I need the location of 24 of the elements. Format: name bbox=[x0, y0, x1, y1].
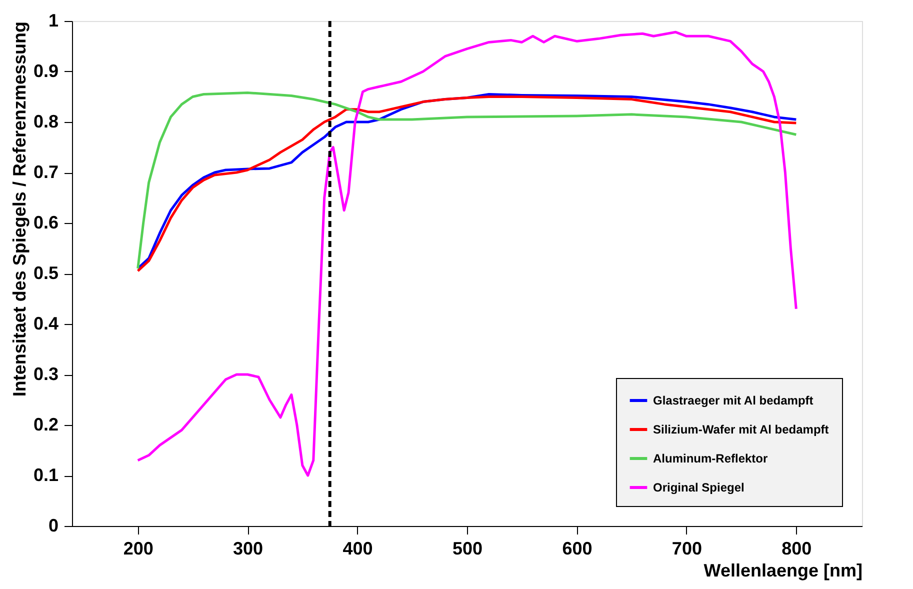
x-tick-label: 400 bbox=[342, 538, 373, 558]
legend-label: Aluminum-Reflektor bbox=[653, 452, 768, 466]
x-tick-label: 500 bbox=[452, 538, 483, 558]
y-tick-label: 0.1 bbox=[33, 465, 58, 485]
y-tick-label: 0.9 bbox=[33, 61, 58, 81]
y-axis-title: Intensitaet des Spiegels / Referenzmessung bbox=[9, 22, 30, 397]
y-tick-label: 0.6 bbox=[33, 212, 58, 232]
x-tick-label: 600 bbox=[562, 538, 592, 558]
y-tick-label: 0.3 bbox=[33, 364, 58, 384]
y-tick-label: 1 bbox=[48, 10, 58, 30]
x-tick-label: 300 bbox=[233, 538, 264, 558]
legend-label: Original Spiegel bbox=[653, 480, 744, 494]
x-axis-title: Wellenlaenge [nm] bbox=[704, 560, 862, 580]
x-tick-label: 700 bbox=[672, 538, 702, 558]
x-tick-label: 800 bbox=[782, 538, 812, 558]
y-tick-label: 0.5 bbox=[33, 263, 58, 283]
legend-label: Glastraeger mit Al bedampft bbox=[653, 394, 814, 408]
y-tick-label: 0 bbox=[48, 516, 58, 536]
y-tick-label: 0.8 bbox=[33, 112, 58, 132]
y-tick-label: 0.2 bbox=[33, 414, 58, 434]
x-tick-label: 200 bbox=[123, 538, 154, 558]
y-tick-label: 0.7 bbox=[33, 162, 58, 182]
y-tick-label: 0.4 bbox=[33, 314, 58, 334]
legend-label: Silizium-Wafer mit Al bedampft bbox=[653, 422, 829, 436]
